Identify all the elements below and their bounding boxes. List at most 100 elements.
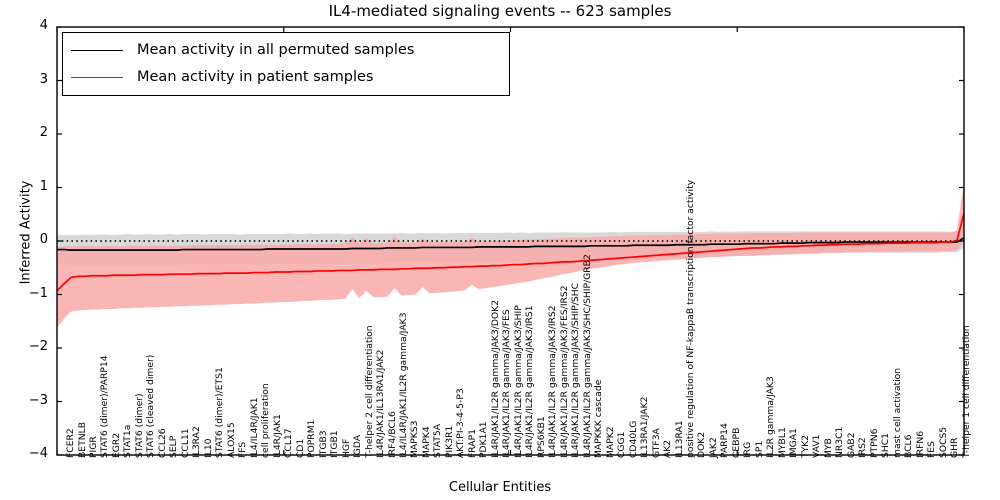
x-tick-label: IL4R/JAK1/IL2R gamma/JAK3/SHIP/SHC bbox=[570, 282, 582, 458]
x-tick-label: BCL6 bbox=[903, 434, 915, 458]
x-tick-label: IL2R gamma/JAK3 bbox=[765, 376, 777, 458]
patient-mean-line bbox=[56, 212, 965, 292]
y-tick-label: 3 bbox=[39, 71, 48, 87]
legend-swatch-patient bbox=[71, 76, 123, 78]
x-tick-label: IL13RA1/JAK2 bbox=[639, 396, 651, 458]
x-tick-label: IL4R/JAK1/IL13RA1/JAK2 bbox=[375, 349, 387, 458]
x-tick-label: PIGR bbox=[88, 436, 99, 458]
y-tick-label: 0 bbox=[39, 232, 48, 247]
x-tick-label: STAT1a bbox=[122, 424, 134, 458]
chart-title: IL4-mediated signaling events -- 623 sam… bbox=[328, 2, 672, 20]
x-tick-label: IL4R/JAK1/IL2R gamma/JAK3/DOK2 bbox=[489, 300, 501, 458]
x-tick-label: PDK1A1 bbox=[478, 421, 490, 458]
x-tick-label: IL13RA1 bbox=[673, 420, 685, 458]
x-tick-label: EGR2 bbox=[110, 432, 122, 458]
x-tick-label: IRS2 bbox=[857, 437, 869, 458]
x-tick-label: HGF bbox=[340, 438, 352, 458]
x-tick-label: VAV1 bbox=[811, 434, 823, 458]
x-tick-label: GTF3A bbox=[650, 428, 662, 458]
x-tick-label: ITGB1 bbox=[329, 430, 341, 458]
x-tick-label: T-helper 2 cell differentiation bbox=[363, 325, 375, 458]
permuted-mean-line bbox=[57, 237, 965, 251]
x-axis-label: Cellular Entities bbox=[448, 480, 552, 495]
legend-swatch-permuted bbox=[71, 49, 123, 51]
x-tick-label: POPRM1 bbox=[306, 419, 318, 458]
legend-entry-patient: Mean activity in patient samples bbox=[71, 64, 373, 90]
y-tick-label: −2 bbox=[28, 339, 48, 354]
x-tick-label: MAPKS3 bbox=[409, 420, 421, 458]
x-tick-label: AKT:PI-3-4-5-P3 bbox=[455, 388, 467, 458]
x-tick-label: SP1 bbox=[753, 440, 765, 458]
x-tick-label: IL10 bbox=[202, 438, 214, 458]
x-tick-label: CCL11 bbox=[179, 428, 191, 458]
x-tick-label: IL3RA2 bbox=[191, 426, 203, 458]
x-tick-label: SHC1 bbox=[880, 432, 892, 458]
legend-entry-permuted: Mean activity in all permuted samples bbox=[71, 37, 414, 63]
y-tick-label: −1 bbox=[28, 285, 48, 301]
x-tick-label: IL4R/JAK1/IL2R gamma/JAK3/IRS1 bbox=[524, 305, 536, 458]
x-tick-label: FRAP1 bbox=[466, 429, 478, 458]
x-tick-label: PARP14 bbox=[719, 423, 731, 458]
x-tick-label: STAT6 (dimer)/PARP14 bbox=[99, 355, 111, 458]
x-tick-label: FCER2 bbox=[65, 428, 77, 458]
x-tick-label: SOCS5 bbox=[937, 426, 949, 458]
x-tick-label: SELP bbox=[168, 435, 180, 458]
x-tick-label: STAT5A bbox=[432, 423, 444, 458]
x-tick-label: GHR bbox=[949, 437, 961, 458]
x-tick-label: CD40LG bbox=[627, 420, 639, 458]
legend-label-patient: Mean activity in patient samples bbox=[137, 69, 374, 85]
x-tick-label: BETNLB bbox=[76, 421, 88, 458]
y-tick-label: 1 bbox=[39, 178, 48, 194]
x-tick-label: CCL26 bbox=[156, 428, 168, 458]
x-tick-label: FFS bbox=[237, 441, 249, 458]
x-tick-label: MYB bbox=[822, 438, 834, 458]
x-tick-label: IL4R/JAK1/IL2R gamma/JAK3/IRS2 bbox=[547, 305, 559, 458]
x-tick-label: IL4R/JAK1/IL2R gamma/JAK3/FES/IRS2 bbox=[558, 285, 570, 458]
x-tick-label: cell proliferation bbox=[260, 383, 272, 458]
x-tick-label: IRFN6 bbox=[914, 430, 926, 458]
x-tick-label: STAT6 (dimer)/ETS1 bbox=[214, 367, 226, 458]
x-tick-label: PIK3R1 bbox=[443, 425, 455, 458]
legend-label-permuted: Mean activity in all permuted samples bbox=[137, 42, 415, 58]
x-tick-label: mast cell activation bbox=[891, 367, 903, 458]
x-tick-label: NR3C1 bbox=[834, 426, 846, 458]
x-tick-label: CD1 bbox=[294, 438, 306, 458]
x-tick-label: IL4R/JAK1/IL2R gamma/JAK3/SHC/SHIP/GRB2 bbox=[581, 254, 593, 458]
x-tick-label: CEBPB bbox=[730, 427, 742, 458]
x-tick-label: MYBL1 bbox=[776, 427, 788, 458]
x-tick-label: IRF4/BCL6 bbox=[386, 411, 398, 458]
x-tick-label: IL4R/JAK1/IL2R gamma/JAK3/FES bbox=[501, 309, 513, 458]
x-tick-label: T-helper 1 cell differentiation bbox=[960, 325, 972, 458]
x-tick-label: GAB2 bbox=[845, 432, 857, 458]
x-tick-label: IL4R/JAK1 bbox=[271, 414, 283, 458]
x-tick-label: DOK2 bbox=[696, 431, 708, 458]
patient-confidence-band bbox=[57, 182, 964, 328]
x-tick-label: ITGB3 bbox=[317, 430, 329, 458]
x-tick-label: RPS6KB1 bbox=[535, 416, 547, 458]
x-tick-label: IL4/IL4R/JAK1 bbox=[248, 397, 260, 458]
y-tick-label: 2 bbox=[39, 125, 48, 140]
y-tick-label: −3 bbox=[28, 392, 48, 408]
chart-legend: Mean activity in all permuted samples Me… bbox=[62, 32, 510, 96]
x-tick-label: AK2 bbox=[662, 439, 674, 458]
y-tick-label: −4 bbox=[28, 446, 48, 461]
x-tick-label: STAT6 (dimer) bbox=[133, 393, 145, 458]
x-tick-label: IRG bbox=[742, 441, 754, 458]
x-tick-label: CGG1 bbox=[616, 431, 628, 459]
x-tick-label: CCL17 bbox=[283, 428, 295, 458]
y-tick-label: 4 bbox=[39, 18, 48, 33]
x-tick-label: PTPN6 bbox=[868, 428, 880, 458]
x-tick-label: positive regulation of NF-kappaB transcr… bbox=[685, 179, 696, 458]
x-tick-label: MAPKKK cascade bbox=[593, 379, 605, 458]
x-tick-label: MAPK2 bbox=[604, 426, 616, 458]
x-tick-label: IL4/IL4R/JAK1/IL2R gamma/JAK3 bbox=[397, 312, 409, 459]
x-tick-label: FES bbox=[926, 441, 938, 458]
x-tick-label: IL4R/JAK1/IL2R gamma/JAK3/SHIP bbox=[512, 305, 524, 458]
x-tick-label: IMGA1 bbox=[788, 428, 800, 458]
x-tick-label: MAPK4 bbox=[420, 426, 432, 458]
x-tick-label: ALOX15 bbox=[225, 422, 237, 458]
x-tick-label: TYK2 bbox=[799, 434, 811, 458]
x-tick-label: STAT6 (cleaved dimer) bbox=[145, 354, 157, 458]
